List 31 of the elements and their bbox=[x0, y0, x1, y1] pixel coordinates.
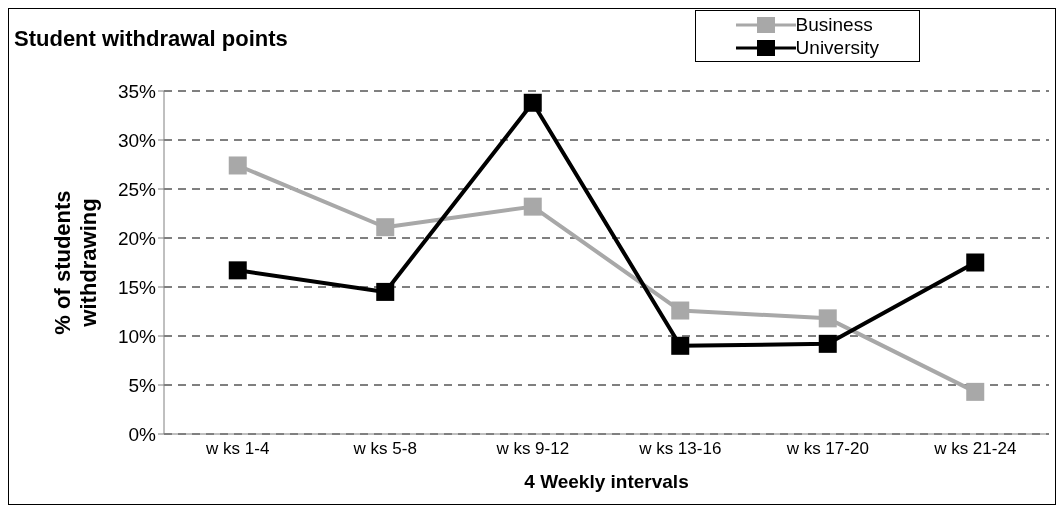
legend-label: Business bbox=[795, 13, 873, 36]
point bbox=[228, 156, 247, 175]
x-tick-label: w ks 5-8 bbox=[352, 439, 417, 459]
y-axis-title: % of students withdrawing bbox=[50, 190, 101, 335]
x-tick-label: w ks 13-16 bbox=[638, 439, 722, 459]
y-tick-label: 25% bbox=[117, 178, 157, 200]
y-tick-label: 20% bbox=[117, 227, 157, 249]
point bbox=[671, 301, 690, 320]
point bbox=[376, 218, 395, 237]
point bbox=[671, 336, 690, 355]
y-tick-label: 35% bbox=[117, 80, 157, 102]
y-tick-label: 15% bbox=[117, 276, 157, 298]
x-tick-label: w ks 21-24 bbox=[933, 439, 1017, 459]
chart-title: Student withdrawal points bbox=[14, 26, 288, 52]
x-axis-title: 4 Weekly intervals bbox=[524, 471, 689, 492]
y-tick-label: 0% bbox=[128, 423, 157, 445]
point bbox=[818, 334, 837, 353]
point bbox=[818, 309, 837, 328]
point bbox=[966, 253, 985, 272]
x-tick-label: w ks 17-20 bbox=[785, 439, 869, 459]
point bbox=[228, 261, 247, 280]
x-tick-label: w ks 1-4 bbox=[205, 439, 270, 459]
point bbox=[523, 197, 542, 216]
point bbox=[966, 382, 985, 401]
x-tick-label: w ks 9-12 bbox=[495, 439, 570, 459]
y-tick-label: 10% bbox=[117, 325, 157, 347]
point bbox=[376, 282, 395, 301]
y-tick-label: 5% bbox=[128, 374, 157, 396]
legend-label: University bbox=[795, 36, 879, 59]
y-tick-label: 30% bbox=[117, 129, 157, 151]
point bbox=[523, 93, 542, 112]
